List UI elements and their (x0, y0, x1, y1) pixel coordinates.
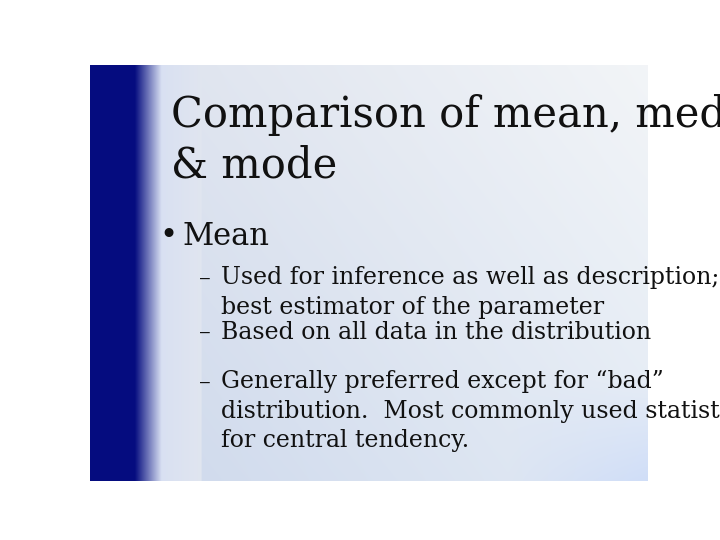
Text: –: – (199, 321, 210, 343)
Text: Based on all data in the distribution: Based on all data in the distribution (221, 321, 652, 343)
Text: Generally preferred except for “bad”
distribution.  Most commonly used statistic: Generally preferred except for “bad” dis… (221, 370, 720, 452)
Text: Comparison of mean, median
& mode: Comparison of mean, median & mode (171, 94, 720, 186)
Text: Used for inference as well as description;
best estimator of the parameter: Used for inference as well as descriptio… (221, 266, 719, 319)
Text: •: • (160, 221, 178, 252)
Text: –: – (199, 266, 210, 289)
Text: –: – (199, 370, 210, 394)
Text: Mean: Mean (182, 221, 269, 252)
